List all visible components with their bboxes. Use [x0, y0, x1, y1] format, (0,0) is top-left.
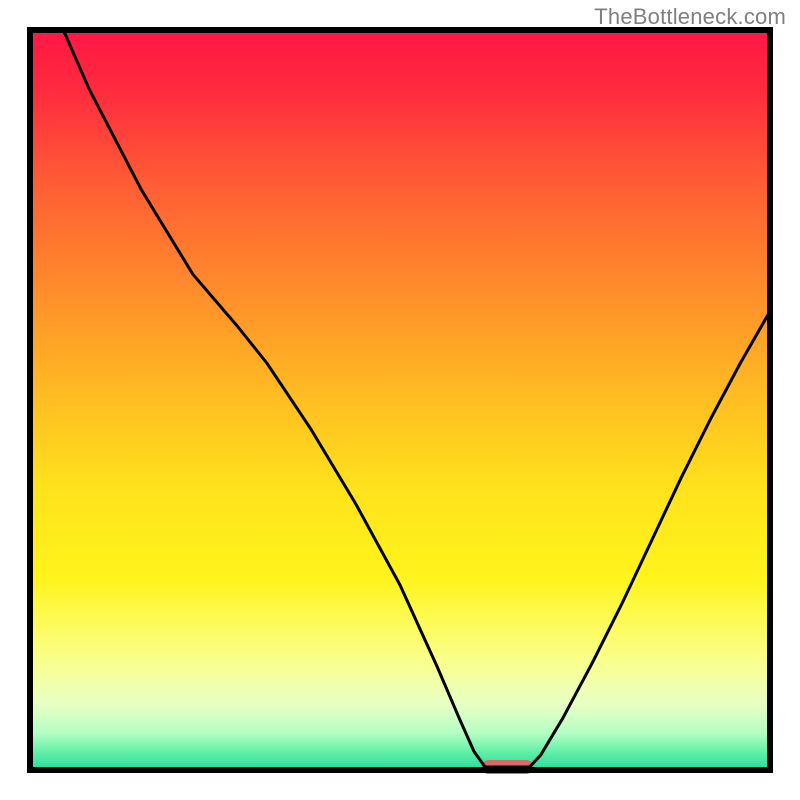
chart-frame: TheBottleneck.com: [0, 0, 800, 800]
watermark-text: TheBottleneck.com: [594, 4, 786, 30]
bottleneck-curve-chart: [0, 0, 800, 800]
